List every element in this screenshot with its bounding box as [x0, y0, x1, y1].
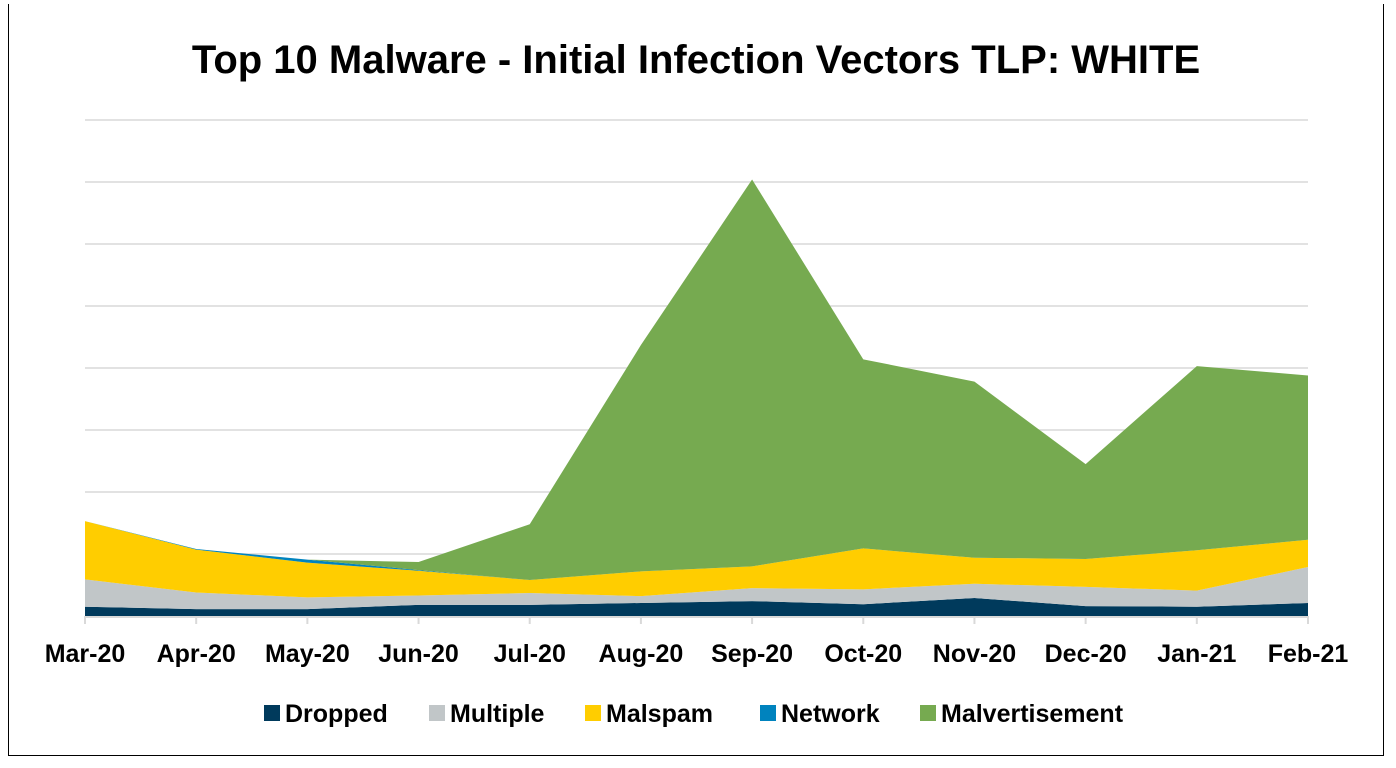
chart-frame — [8, 4, 1384, 756]
chart-title: Top 10 Malware - Initial Infection Vecto… — [192, 38, 1200, 82]
x-tick-label: Jun-20 — [378, 640, 459, 668]
area-dropped — [85, 598, 1308, 616]
legend-item-malspam: Malspam — [585, 700, 713, 728]
legend-label: Network — [781, 700, 880, 728]
x-tick-label: May-20 — [265, 640, 350, 668]
legend-item-dropped: Dropped — [264, 700, 388, 728]
x-tick-label: Sep-20 — [711, 640, 793, 668]
x-tick-label: Oct-20 — [824, 640, 902, 668]
x-tick-label: Dec-20 — [1045, 640, 1127, 668]
legend-swatch — [760, 705, 776, 721]
legend-swatch — [264, 705, 280, 721]
legend-item-network: Network — [760, 700, 880, 728]
x-tick-label: Mar-20 — [45, 640, 126, 668]
x-tick-label: Jul-20 — [494, 640, 566, 668]
x-tick-label: Nov-20 — [933, 640, 1016, 668]
x-tick-label: Apr-20 — [157, 640, 236, 668]
legend-item-multiple: Multiple — [429, 700, 545, 728]
x-tick-label: Feb-21 — [1268, 640, 1349, 668]
area-malvertisement — [85, 179, 1308, 581]
legend-label: Dropped — [285, 700, 388, 728]
area-malspam — [85, 521, 1308, 598]
legend-label: Multiple — [450, 700, 545, 728]
x-tick-label: Jan-21 — [1157, 640, 1236, 668]
x-tick-label: Aug-20 — [599, 640, 684, 668]
legend-label: Malspam — [606, 700, 713, 728]
area-multiple — [85, 567, 1308, 610]
legend-item-malvertisement: Malvertisement — [920, 700, 1124, 728]
legend-label: Malvertisement — [941, 700, 1124, 728]
legend-swatch — [920, 705, 936, 721]
legend-swatch — [585, 705, 601, 721]
legend-swatch — [429, 705, 445, 721]
